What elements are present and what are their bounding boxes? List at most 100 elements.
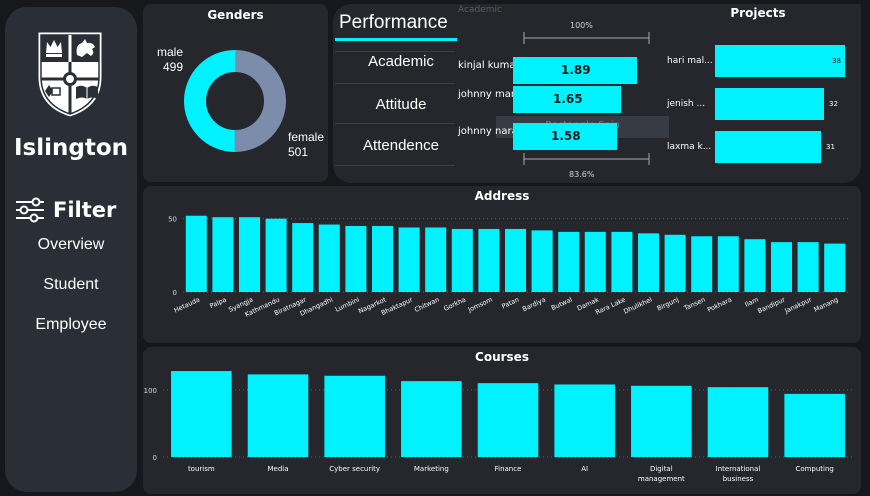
- bar[interactable]: [664, 234, 686, 292]
- project-row-bar[interactable]: [715, 88, 824, 120]
- perf-tab-attendence[interactable]: Attendence: [363, 137, 439, 154]
- address-title: Address: [474, 189, 530, 203]
- perf-row-bar[interactable]: [513, 86, 621, 113]
- bar[interactable]: [558, 231, 580, 292]
- bar[interactable]: [554, 384, 615, 457]
- x-tick-label: Pokhara: [706, 296, 733, 314]
- bar[interactable]: [171, 371, 232, 457]
- male-value: 499: [163, 60, 184, 74]
- x-tick-label: Rara Lake: [594, 296, 627, 317]
- y-tick-label: 0: [153, 454, 157, 462]
- bar[interactable]: [401, 381, 462, 457]
- courses-title: Courses: [475, 350, 529, 364]
- bar[interactable]: [691, 236, 713, 292]
- genders-card: Genders male 499 female 501: [143, 4, 328, 182]
- bar[interactable]: [451, 228, 473, 292]
- perf-tab-attitude[interactable]: Attitude: [375, 96, 427, 113]
- x-tick-label: Finance: [495, 465, 522, 473]
- x-tick-label: Jomsom: [466, 296, 494, 315]
- bar[interactable]: [425, 227, 447, 292]
- female-label: female: [288, 130, 325, 144]
- project-row-value: 31: [826, 143, 835, 151]
- x-tick-label: Media: [267, 465, 288, 473]
- bar[interactable]: [345, 226, 367, 292]
- x-tick-label: Patan: [500, 296, 520, 311]
- x-tick-label: Marketing: [414, 465, 449, 473]
- x-tick-label: Gorkha: [442, 296, 467, 313]
- perf-row-value: 1.65: [553, 92, 583, 106]
- sidebar: Islington Filter Overview Student Employ…: [5, 7, 137, 492]
- range-bottom-label: 83.6%: [569, 170, 595, 179]
- brand-name: Islington: [13, 135, 129, 161]
- project-row-name: hari mal...: [667, 56, 713, 66]
- nav-overview[interactable]: Overview: [37, 236, 105, 253]
- project-row-value: 32: [829, 100, 838, 108]
- bar[interactable]: [504, 228, 527, 292]
- bar[interactable]: [824, 243, 846, 292]
- bar[interactable]: [371, 226, 394, 292]
- bar[interactable]: [398, 227, 420, 292]
- bar[interactable]: [185, 215, 207, 292]
- bar[interactable]: [477, 383, 539, 457]
- bar[interactable]: [265, 218, 287, 292]
- range-bracket-top: [523, 32, 650, 44]
- project-row-name: jenish ...: [667, 99, 706, 109]
- x-tick-label: Chitwan: [413, 296, 440, 314]
- bar[interactable]: [744, 239, 766, 292]
- bar[interactable]: [531, 230, 553, 292]
- perf-row-name: johnny naraya...: [458, 126, 540, 137]
- male-label: male: [157, 45, 184, 59]
- bar[interactable]: [797, 242, 819, 292]
- project-row-name: laxma k...: [667, 142, 712, 152]
- divider: [335, 165, 455, 166]
- divider: [335, 123, 455, 124]
- bar[interactable]: [707, 387, 769, 457]
- bar[interactable]: [584, 231, 606, 292]
- x-tick-label: Tansen: [682, 296, 707, 313]
- x-tick-label: International business: [716, 465, 761, 483]
- bar[interactable]: [770, 242, 793, 292]
- range-bracket-bottom: [523, 153, 650, 165]
- perf-row-name: johnny man Ka...: [458, 89, 543, 100]
- bar[interactable]: [318, 224, 340, 292]
- bar[interactable]: [631, 385, 692, 457]
- bar[interactable]: [238, 217, 261, 292]
- x-tick-label: Dhulikhel: [622, 295, 653, 315]
- female-value: 501: [288, 145, 309, 159]
- bar[interactable]: [784, 393, 845, 457]
- perf-row-name: kinjal kumar B...: [458, 60, 540, 71]
- academic-chart-title: Academic: [458, 5, 502, 15]
- donut-slice-male[interactable]: [184, 50, 286, 152]
- gender-donut-chart[interactable]: [181, 47, 289, 155]
- project-row-bar[interactable]: [715, 45, 845, 77]
- bar[interactable]: [478, 228, 500, 292]
- perf-row-bar[interactable]: [513, 57, 637, 84]
- performance-underline: [335, 38, 457, 41]
- nav-employee[interactable]: Employee: [35, 316, 107, 333]
- bar[interactable]: [212, 217, 234, 292]
- x-tick-label: Palpa: [208, 296, 227, 311]
- x-tick-label: Janakpur: [783, 295, 814, 315]
- x-tick-label: Lumbini: [334, 295, 361, 313]
- projects-title: Projects: [730, 6, 786, 20]
- perf-row-bar[interactable]: [513, 123, 617, 150]
- filter-header[interactable]: Filter: [15, 197, 116, 223]
- bar[interactable]: [611, 231, 633, 292]
- project-row-value: 38: [832, 57, 841, 65]
- bar[interactable]: [717, 236, 739, 292]
- nav-student[interactable]: Student: [43, 276, 99, 293]
- bar[interactable]: [292, 223, 314, 292]
- bar[interactable]: [324, 375, 385, 457]
- perf-tab-academic[interactable]: Academic: [368, 53, 434, 70]
- project-row-bar[interactable]: [715, 131, 821, 163]
- x-tick-label: Birgunj: [656, 295, 680, 312]
- courses-bar-chart[interactable]: 0 100 tourism Media Cyber security Marketing F…: [143, 347, 861, 494]
- bar[interactable]: [247, 374, 309, 457]
- bar[interactable]: [637, 233, 660, 292]
- performance-card: Performance Academic Attitude Attendence…: [333, 4, 861, 183]
- y-tick-label: 50: [168, 216, 177, 224]
- x-tick-label: Digital management: [638, 465, 685, 483]
- projects-header-bg: [661, 4, 861, 20]
